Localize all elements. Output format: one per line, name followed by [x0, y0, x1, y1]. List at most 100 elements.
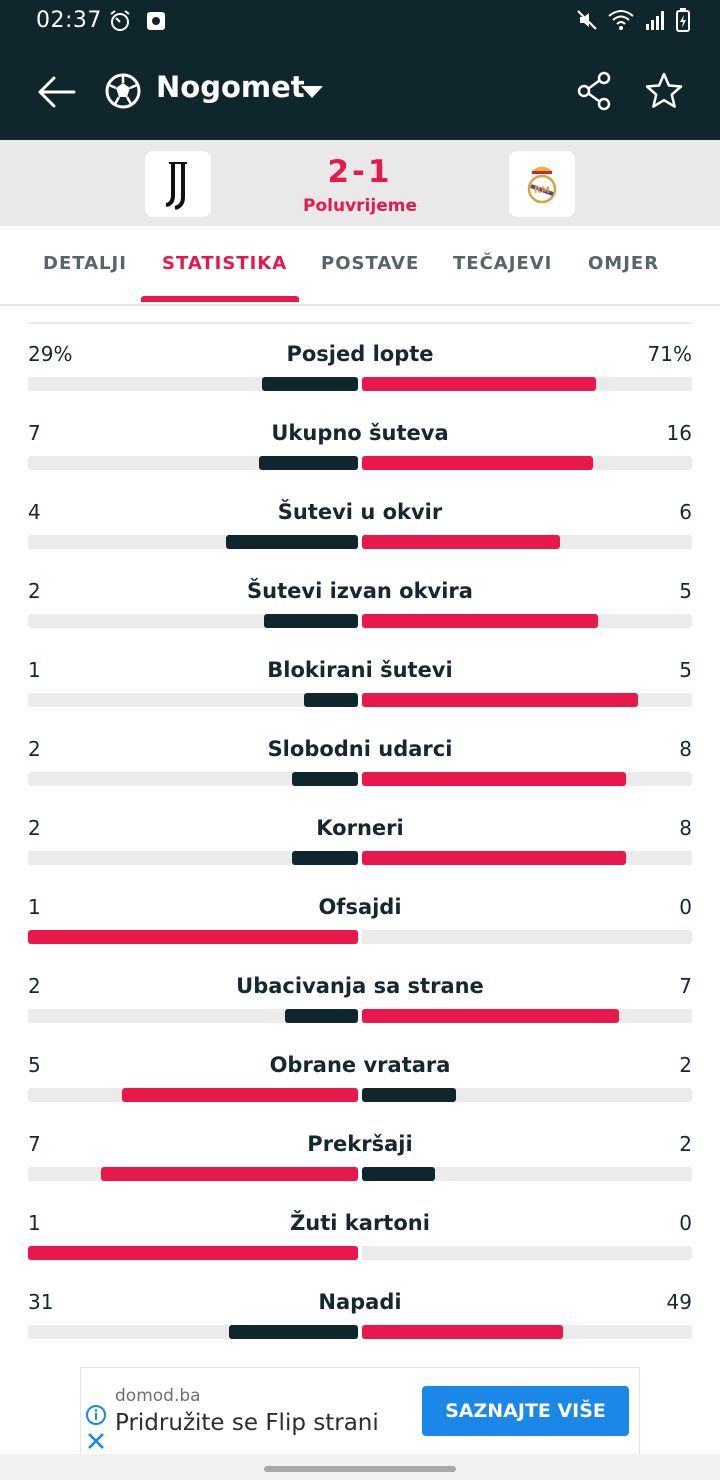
stat-home-track: [28, 693, 358, 707]
home-team-logo[interactable]: [145, 151, 211, 217]
stat-row: 1 Ofsajdi 0: [0, 893, 720, 972]
tab-omjer[interactable]: OMJER: [588, 253, 660, 274]
stat-row: 2 Šutevi izvan okvira 5: [0, 577, 720, 656]
stat-away-value: 2: [679, 1132, 692, 1156]
stat-away-bar: [362, 377, 596, 391]
stat-home-track: [28, 1167, 358, 1181]
stat-home-value: 31: [28, 1290, 54, 1314]
stat-label: Blokirani šutevi: [267, 658, 453, 682]
stat-home-track: [28, 614, 358, 628]
stat-home-value: 5: [28, 1053, 41, 1077]
stat-away-bar: [362, 772, 626, 786]
stat-away-track: [362, 1088, 692, 1102]
tab-postave[interactable]: POSTAVE: [321, 253, 420, 274]
stat-away-track: [362, 456, 692, 470]
stat-away-track: [362, 930, 692, 944]
stat-away-value: 6: [679, 500, 692, 524]
stat-away-value: 0: [679, 895, 692, 919]
back-arrow-icon[interactable]: [34, 72, 80, 112]
score-header: 2-1 Poluvrijeme RM: [0, 140, 720, 226]
stat-home-value: 2: [28, 816, 41, 840]
signal-icon: [646, 11, 664, 30]
stat-away-track: [362, 1246, 692, 1260]
stat-row: 31 Napadi 49: [0, 1288, 720, 1367]
stat-label: Posjed lopte: [286, 342, 434, 366]
stat-home-track: [28, 377, 358, 391]
stat-away-track: [362, 614, 692, 628]
tab-tecajevi[interactable]: TEČAJEVI: [453, 253, 553, 274]
stat-away-track: [362, 1325, 692, 1339]
stat-away-value: 0: [679, 1211, 692, 1235]
stat-home-track: [28, 851, 358, 865]
stat-label: Žuti kartoni: [290, 1211, 430, 1235]
timer-icon: [110, 10, 130, 31]
stat-away-bar: [362, 1088, 456, 1102]
stat-label: Korneri: [316, 816, 404, 840]
stat-row: 1 Žuti kartoni 0: [0, 1209, 720, 1288]
info-icon[interactable]: [85, 1404, 107, 1426]
star-icon[interactable]: [644, 70, 684, 112]
stat-label: Napadi: [318, 1290, 402, 1314]
tab-statistika[interactable]: STATISTIKA: [162, 253, 288, 274]
ad-banner[interactable]: domod.ba Pridružite se Flip strani SAZNA…: [80, 1367, 640, 1455]
stat-away-value: 49: [666, 1290, 692, 1314]
match-status: Poluvrijeme: [303, 196, 417, 216]
page-title[interactable]: Nogomet: [156, 70, 305, 104]
ad-domain: domod.ba: [115, 1386, 201, 1406]
stat-home-bar: [101, 1167, 358, 1181]
stat-label: Ofsajdi: [318, 895, 402, 919]
stat-home-track: [28, 535, 358, 549]
close-icon[interactable]: [85, 1430, 107, 1452]
stat-home-bar: [28, 930, 358, 944]
stat-away-bar: [362, 456, 593, 470]
stat-home-bar: [264, 614, 358, 628]
tab-detalji[interactable]: DETALJI: [43, 253, 127, 274]
stat-away-bar: [362, 1009, 619, 1023]
home-gesture-handle[interactable]: [264, 1466, 456, 1472]
stat-home-track: [28, 1088, 358, 1102]
stat-home-bar: [285, 1009, 358, 1023]
stat-away-track: [362, 535, 692, 549]
stat-row: 2 Slobodni udarci 8: [0, 735, 720, 814]
stat-away-track: [362, 693, 692, 707]
ad-cta-button[interactable]: SAZNAJTE VIŠE: [422, 1386, 629, 1436]
mute-icon: [577, 10, 597, 30]
share-icon[interactable]: [574, 70, 614, 112]
stat-home-bar: [226, 535, 358, 549]
stat-away-bar: [362, 693, 638, 707]
stat-home-bar: [122, 1088, 358, 1102]
chevron-down-icon[interactable]: [298, 82, 326, 102]
stat-home-value: 7: [28, 1132, 41, 1156]
system-nav-bar: [0, 1454, 720, 1480]
stat-home-value: 2: [28, 974, 41, 998]
stat-home-bar: [292, 851, 358, 865]
divider: [28, 322, 692, 324]
ad-text[interactable]: Pridružite se Flip strani: [115, 1410, 379, 1436]
stat-row: 1 Blokirani šutevi 5: [0, 656, 720, 735]
stat-away-track: [362, 851, 692, 865]
stat-away-value: 5: [679, 579, 692, 603]
status-bar: 02:37: [0, 0, 720, 44]
stat-home-bar: [304, 693, 358, 707]
stat-home-value: 1: [28, 658, 41, 682]
stat-home-bar: [259, 456, 358, 470]
stat-home-value: 29%: [28, 342, 73, 366]
juventus-logo-icon: [165, 162, 187, 210]
stat-row: 7 Prekršaji 2: [0, 1130, 720, 1209]
stat-away-bar: [362, 1167, 435, 1181]
away-team-logo[interactable]: RM: [509, 151, 575, 217]
stat-home-value: 2: [28, 737, 41, 761]
stat-label: Slobodni udarci: [267, 737, 453, 761]
stat-away-value: 7: [679, 974, 692, 998]
stat-home-bar: [262, 377, 358, 391]
stat-away-bar: [362, 614, 598, 628]
stat-label: Prekršaji: [307, 1132, 413, 1156]
status-time: 02:37: [36, 8, 102, 33]
stat-away-bar: [362, 1325, 563, 1339]
stat-home-bar: [28, 1246, 358, 1260]
stat-away-track: [362, 377, 692, 391]
stat-away-bar: [362, 851, 626, 865]
stat-away-value: 16: [666, 421, 692, 445]
stat-label: Šutevi u okvir: [277, 500, 443, 524]
stat-home-track: [28, 456, 358, 470]
